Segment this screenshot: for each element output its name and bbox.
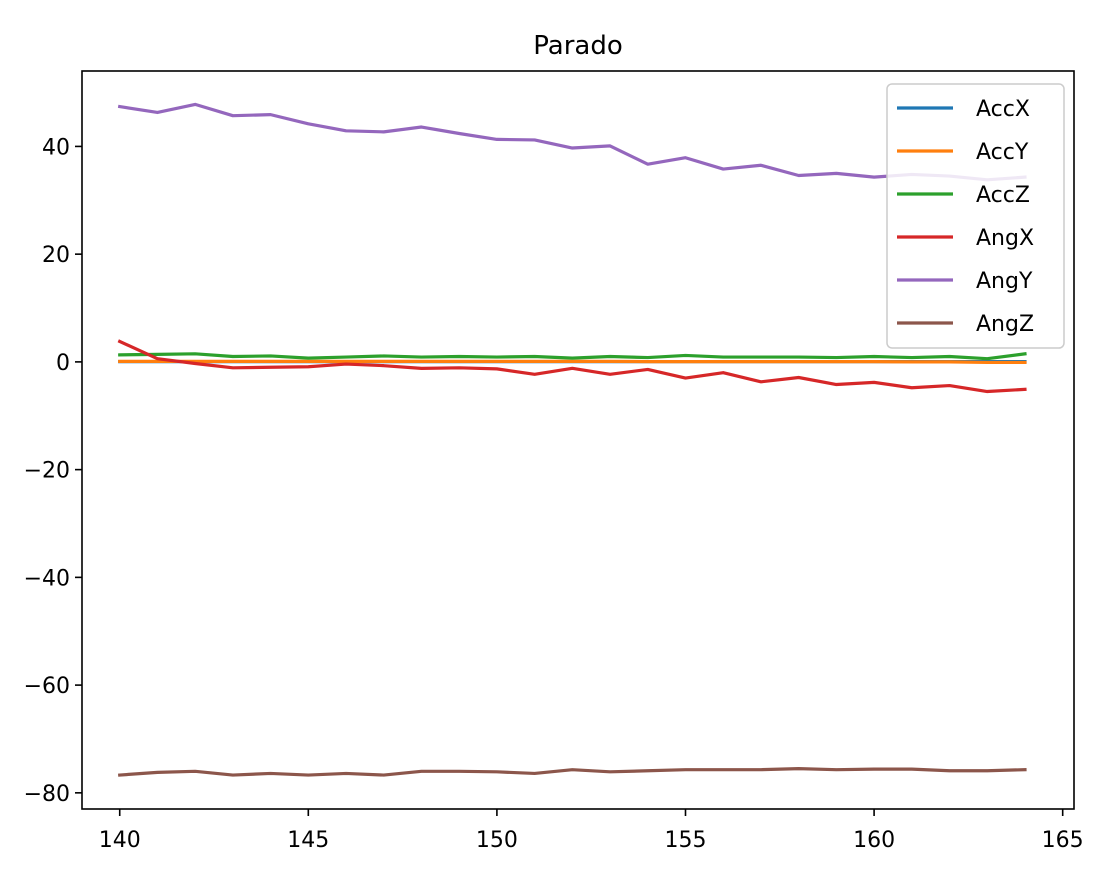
plot-area [117,102,1027,777]
legend-label-accz: AccZ [976,183,1030,208]
series-line-angx [117,339,1027,394]
x-tick-label: 140 [99,828,141,853]
legend-label-accy: AccY [976,140,1029,165]
x-tick-label: 155 [664,828,706,853]
x-tick-label: 165 [1042,828,1084,853]
series-line-angz [118,766,1027,777]
y-tick-label: −80 [24,782,70,807]
legend-box [886,83,1065,349]
axes-frame [81,70,1075,810]
series-line-angy [117,102,1027,182]
series-line-accz [118,352,1027,361]
y-tick-label: −60 [24,674,70,699]
y-tick-label: 20 [42,243,70,268]
x-axis: 140 145 150 155 160 165 [99,809,1084,853]
y-tick-label: −40 [24,566,70,591]
series-line-accy [118,359,1027,365]
y-tick-label: −20 [24,459,70,484]
legend-label-angy: AngY [976,269,1033,294]
x-tick-label: 150 [476,828,518,853]
y-tick-label: 0 [56,351,70,376]
y-axis: −80 −60 −40 −20 0 20 40 [24,135,82,807]
legend-label-accx: AccX [976,97,1030,122]
legend-label-angz: AngZ [976,312,1034,337]
y-tick-label: 40 [42,135,70,160]
legend-label-angx: AngX [976,226,1034,251]
legend: AccX AccY AccZ AngX AngY AngZ [886,83,1065,349]
x-tick-label: 145 [287,828,329,853]
chart-title: Parado [533,31,622,61]
x-tick-label: 160 [853,828,895,853]
